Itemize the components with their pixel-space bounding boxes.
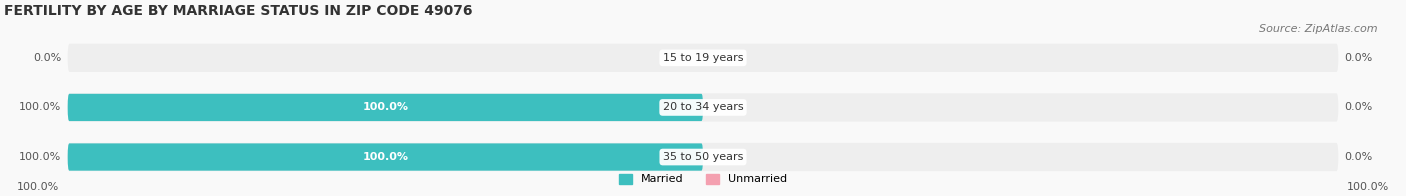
Text: 100.0%: 100.0%	[17, 182, 59, 192]
Text: 0.0%: 0.0%	[1344, 53, 1372, 63]
Text: 15 to 19 years: 15 to 19 years	[662, 53, 744, 63]
Text: 20 to 34 years: 20 to 34 years	[662, 103, 744, 113]
FancyBboxPatch shape	[67, 143, 703, 171]
FancyBboxPatch shape	[67, 93, 1339, 122]
Text: 100.0%: 100.0%	[20, 103, 62, 113]
FancyBboxPatch shape	[67, 44, 1339, 72]
Text: 0.0%: 0.0%	[1344, 103, 1372, 113]
Text: 100.0%: 100.0%	[1347, 182, 1389, 192]
FancyBboxPatch shape	[67, 143, 1339, 171]
Text: 100.0%: 100.0%	[363, 103, 408, 113]
Text: 0.0%: 0.0%	[34, 53, 62, 63]
Text: Source: ZipAtlas.com: Source: ZipAtlas.com	[1260, 24, 1378, 34]
Text: 35 to 50 years: 35 to 50 years	[662, 152, 744, 162]
Text: 100.0%: 100.0%	[363, 152, 408, 162]
Text: 0.0%: 0.0%	[1344, 152, 1372, 162]
Text: 100.0%: 100.0%	[20, 152, 62, 162]
Legend: Married, Unmarried: Married, Unmarried	[619, 174, 787, 184]
Text: FERTILITY BY AGE BY MARRIAGE STATUS IN ZIP CODE 49076: FERTILITY BY AGE BY MARRIAGE STATUS IN Z…	[4, 4, 472, 18]
FancyBboxPatch shape	[67, 94, 703, 121]
